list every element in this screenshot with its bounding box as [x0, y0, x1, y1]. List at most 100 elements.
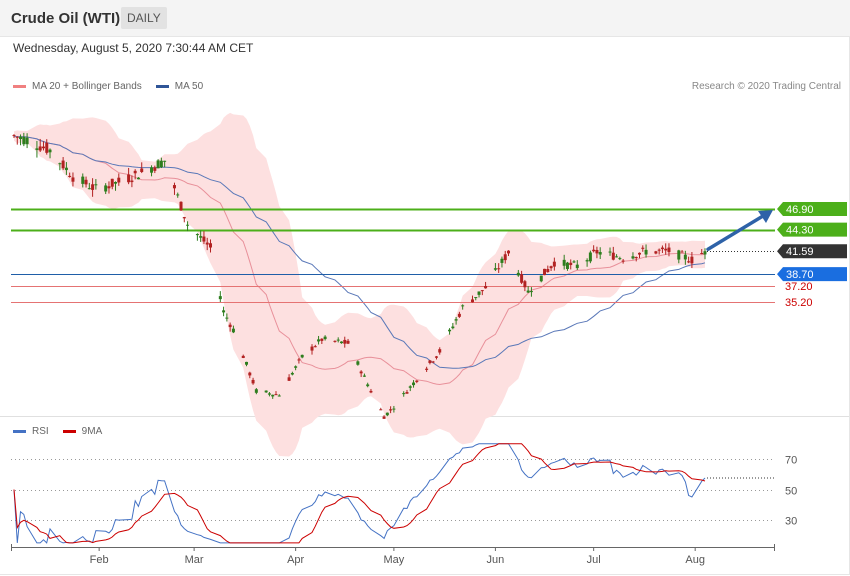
- candle: [333, 340, 337, 343]
- candle-body: [12, 135, 16, 137]
- candle-body: [425, 368, 429, 370]
- candle: [611, 246, 615, 261]
- candle: [631, 252, 635, 260]
- candle-body: [153, 167, 157, 171]
- legend-swatch-ma50: [155, 85, 169, 88]
- candle: [159, 157, 163, 169]
- candle: [117, 173, 121, 186]
- candle-body: [61, 160, 65, 169]
- candle: [163, 160, 167, 168]
- candle-body: [251, 379, 255, 384]
- level-tag-38.70: 38.70: [777, 267, 847, 282]
- candle: [107, 181, 111, 194]
- candle-body: [415, 380, 419, 382]
- candle-body: [140, 168, 144, 172]
- candle-body: [664, 248, 668, 251]
- candle: [549, 265, 553, 271]
- candle-body: [179, 201, 183, 211]
- candle-body: [267, 393, 271, 395]
- rsi-tick-label-70: 70: [785, 455, 797, 467]
- candle-body: [241, 355, 245, 359]
- candle-body: [336, 339, 340, 341]
- candle-body: [379, 409, 383, 411]
- candle: [241, 354, 245, 359]
- timestamp: Wednesday, August 5, 2020 7:30:44 AM CET: [13, 41, 254, 55]
- candle-body: [438, 349, 442, 353]
- candle-body: [546, 269, 550, 273]
- legend-item-9ma: 9MA: [62, 426, 102, 437]
- candle-body: [565, 262, 569, 269]
- candle-body: [231, 328, 235, 333]
- candle-body: [549, 266, 553, 269]
- candle-body: [461, 305, 465, 307]
- candle: [343, 336, 347, 348]
- candle-body: [362, 375, 366, 377]
- candle-body: [159, 160, 163, 168]
- candle: [222, 306, 226, 317]
- candle: [641, 245, 645, 252]
- candle: [182, 216, 186, 223]
- candle-body: [621, 260, 625, 262]
- candle: [434, 355, 438, 360]
- candle: [431, 360, 435, 364]
- candle-body: [493, 268, 497, 270]
- candle: [497, 263, 501, 273]
- level-tag-44.30-text: 44.30: [786, 225, 814, 237]
- candle: [84, 176, 88, 188]
- candle-body: [81, 176, 85, 184]
- candle: [657, 248, 661, 255]
- candle-body: [114, 182, 118, 184]
- candle: [176, 192, 180, 198]
- candle-body: [638, 252, 642, 255]
- level-tag-37.20: 37.20: [785, 281, 813, 293]
- candle: [660, 245, 664, 254]
- candle: [356, 360, 360, 366]
- timeframe-button[interactable]: DAILY: [121, 7, 167, 29]
- candle: [290, 371, 294, 376]
- candle: [448, 328, 452, 335]
- candle: [677, 249, 681, 264]
- candle: [127, 167, 131, 185]
- candle-body: [454, 319, 458, 321]
- candle-body: [277, 395, 281, 397]
- candle: [274, 391, 278, 396]
- candle-body: [634, 257, 638, 259]
- candle-body: [451, 326, 455, 329]
- candle-body: [516, 272, 520, 276]
- candle-body: [271, 394, 275, 397]
- candle: [369, 388, 373, 394]
- candle: [477, 291, 481, 298]
- candle-body: [254, 389, 258, 393]
- candle: [470, 295, 474, 303]
- legend-item-ma20: MA 20 + Bollinger Bands: [13, 81, 142, 92]
- x-tick-label-Jun: Jun: [487, 554, 505, 566]
- candle: [687, 256, 691, 264]
- candle: [539, 275, 543, 283]
- candle-body: [313, 346, 317, 348]
- main-legend: MA 20 + Bollinger Bands MA 50: [13, 81, 217, 92]
- x-tick-label-Feb: Feb: [90, 554, 109, 566]
- last-price-tag: 41.59: [777, 244, 847, 259]
- candle: [480, 290, 484, 296]
- candle: [64, 162, 68, 175]
- legend-swatch-ma20: [13, 85, 26, 88]
- candle: [588, 250, 592, 264]
- candle: [130, 175, 134, 188]
- candle: [667, 243, 671, 257]
- candle-body: [156, 160, 160, 169]
- candle: [156, 159, 160, 169]
- candle-body: [290, 372, 294, 375]
- x-tick-label-Mar: Mar: [185, 554, 204, 566]
- rsi-tick-label-50: 50: [785, 486, 797, 498]
- last-price-tag-text: 41.59: [786, 246, 814, 258]
- candle: [405, 389, 409, 394]
- candle-body: [474, 297, 478, 299]
- instrument-title: Crude Oil (WTI): [11, 10, 121, 27]
- level-tag-38.70-bg: [777, 267, 847, 282]
- candle: [245, 361, 249, 367]
- candle: [526, 286, 530, 294]
- candle: [248, 371, 252, 379]
- candle: [618, 256, 622, 261]
- candle-body: [136, 177, 140, 180]
